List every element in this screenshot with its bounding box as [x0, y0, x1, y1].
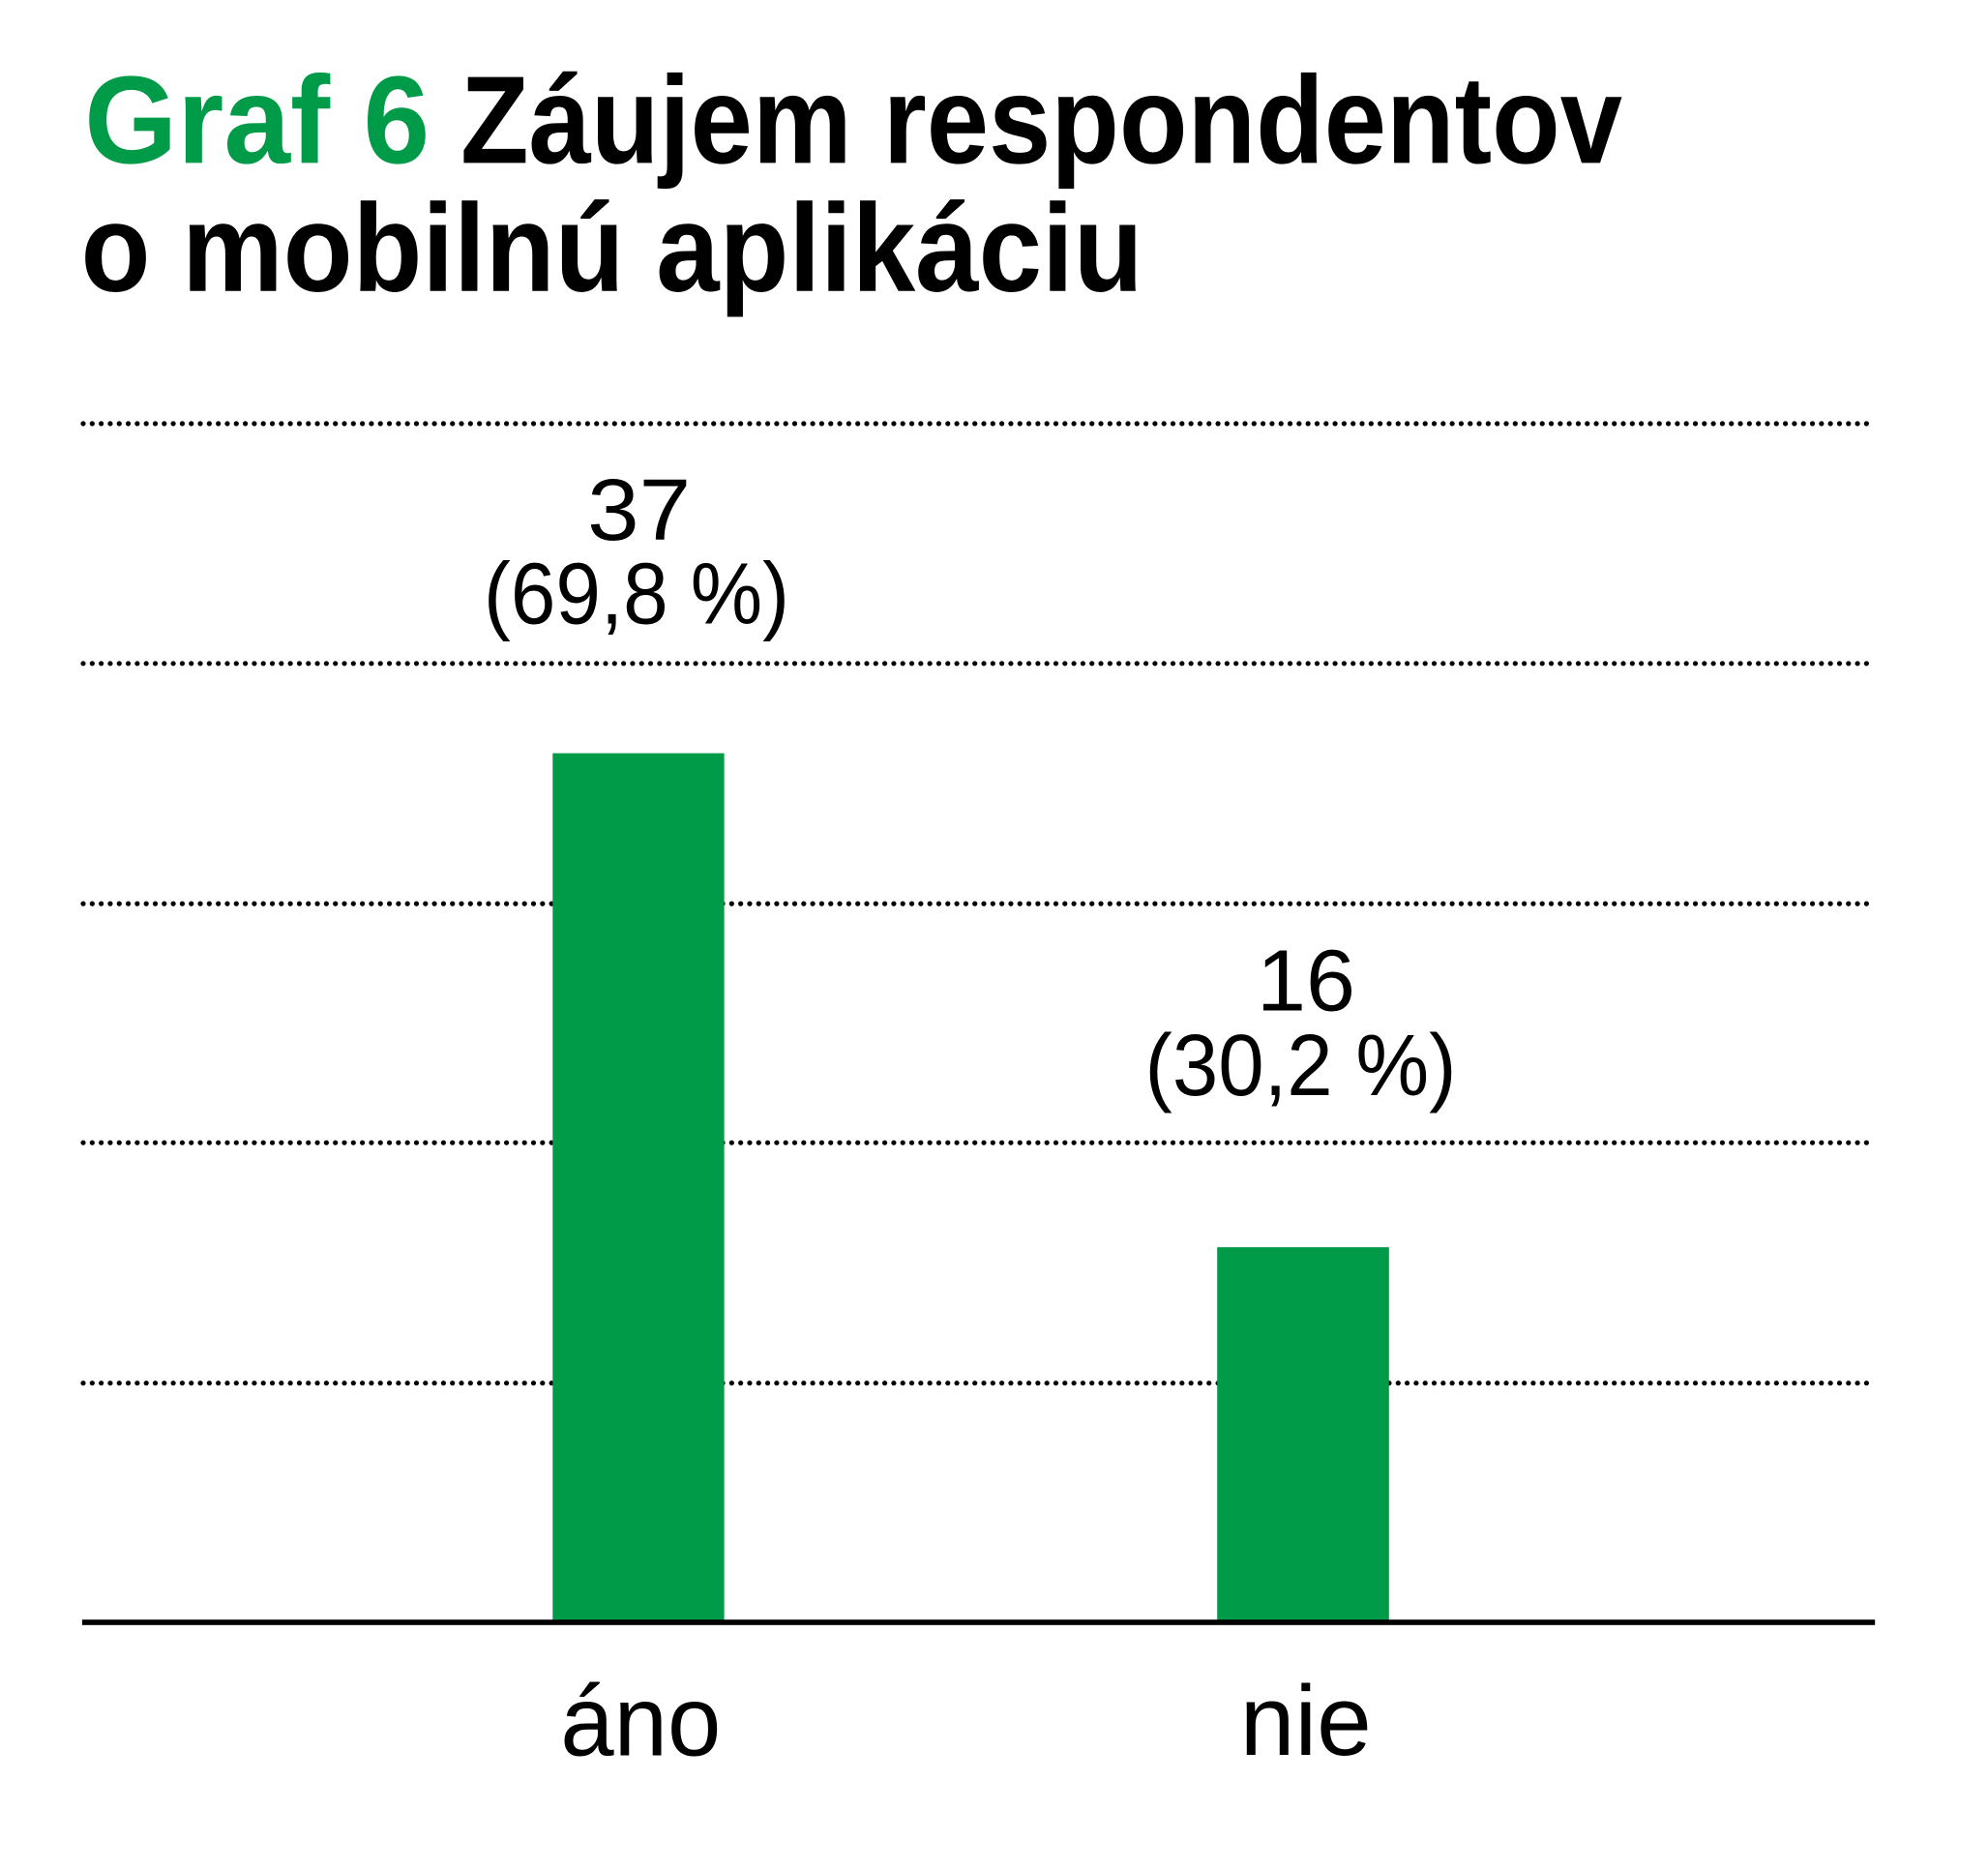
svg-text:o mobilnú aplikáciu: o mobilnú aplikáciu	[81, 179, 1143, 318]
svg-text:Graf 6: Graf 6	[84, 50, 430, 190]
svg-text:nie: nie	[1240, 1665, 1372, 1776]
svg-text:37: 37	[587, 462, 691, 559]
svg-text:(30,2 %): (30,2 %)	[1145, 1018, 1457, 1114]
svg-text:(69,8 %): (69,8 %)	[484, 547, 789, 643]
svg-text:Záujem respondentov: Záujem respondentov	[460, 50, 1622, 190]
svg-text:16: 16	[1257, 934, 1355, 1030]
svg-text:áno: áno	[560, 1666, 721, 1777]
